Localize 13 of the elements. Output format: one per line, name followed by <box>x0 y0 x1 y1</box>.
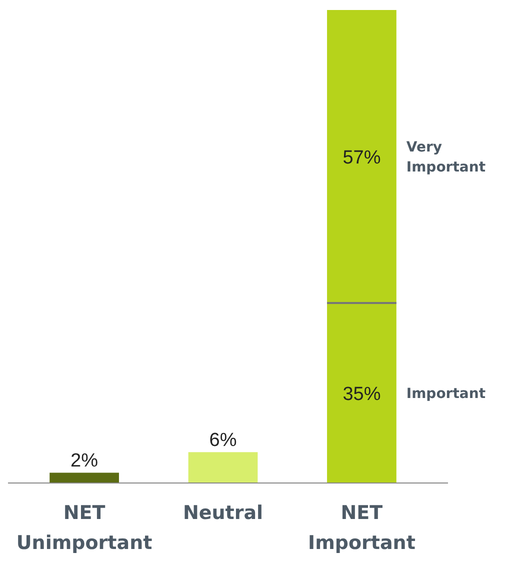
data-label: 57% <box>342 148 381 169</box>
data-label: 6% <box>209 430 237 452</box>
series-label: Very Important <box>406 140 486 176</box>
x-tick-label: Neutral <box>182 502 264 524</box>
series-label: Important <box>406 386 486 402</box>
x-tick-label: NET Important <box>308 502 416 554</box>
data-label: 35% <box>342 384 381 406</box>
data-label: 2% <box>70 450 98 472</box>
bar <box>327 303 396 483</box>
bar <box>327 10 396 304</box>
x-tick-label: NET Unimportant <box>16 502 152 554</box>
bar <box>50 472 119 483</box>
bar <box>188 452 258 483</box>
